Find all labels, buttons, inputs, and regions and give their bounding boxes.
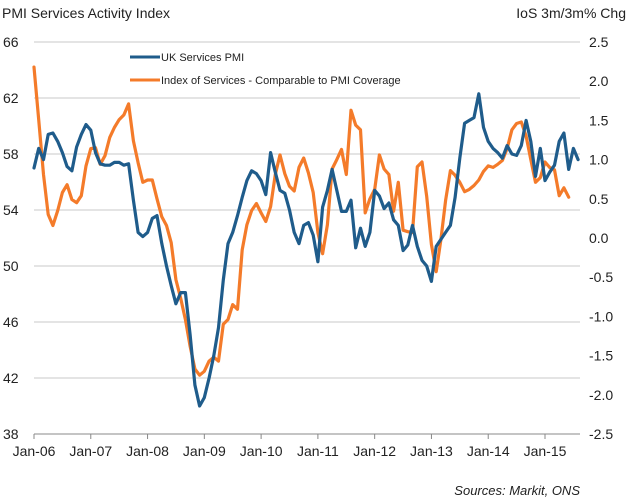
right-tick-label: 1.0 [589,152,609,168]
gridlines [34,41,580,435]
right-tick-label: -0.5 [589,269,613,285]
legend: UK Services PMI Index of Services - Comp… [130,52,401,87]
legend-label-uk-services-pmi: UK Services PMI [161,52,244,64]
left-tick-label: 58 [3,146,19,162]
x-axis: Jan-06 Jan-07 Jan-08 Jan-09 Jan-10 Jan-11 Jan-… [13,434,567,459]
x-tick-label: Jan-13 [410,443,453,459]
legend-label-index-of-services: Index of Services - Comparable to PMI Co… [161,75,401,87]
right-tick-label: -2.0 [589,387,613,403]
right-tick-label: -1.0 [589,308,613,324]
x-tick-label: Jan-09 [183,443,226,459]
x-tick-label: Jan-10 [240,443,283,459]
right-tick-label: 1.5 [589,112,609,128]
x-tick-label: Jan-15 [524,443,567,459]
source-note: Sources: Markit, ONS [454,483,580,498]
left-tick-label: 66 [3,34,19,50]
left-tick-label: 46 [3,314,19,330]
right-y-axis: -2.5 -2.0 -1.5 -1.0 -0.5 0.0 0.5 1.0 1.5 2.0 2.5 [589,34,613,442]
left-tick-label: 50 [3,258,19,274]
right-tick-label: 0.5 [589,191,609,207]
x-tick-label: Jan-07 [69,443,112,459]
x-tick-label: Jan-06 [13,443,56,459]
x-tick-label: Jan-12 [353,443,396,459]
right-tick-label: 2.5 [589,34,609,50]
series-line-uk-services-pmi [32,92,580,408]
x-tick-label: Jan-14 [467,443,510,459]
left-y-axis: 38 42 46 50 54 58 62 66 [3,34,19,442]
left-axis-title: PMI Services Activity Index [2,5,170,21]
left-tick-label: 54 [3,202,19,218]
x-tick-label: Jan-11 [297,443,339,459]
series-line-index-of-services [32,65,571,377]
right-tick-label: 2.0 [589,73,609,89]
series-lines [32,65,580,408]
left-tick-label: 62 [3,90,19,106]
x-tick-label: Jan-08 [126,443,169,459]
right-tick-label: 0.0 [589,230,609,246]
right-tick-label: -1.5 [589,348,613,364]
right-tick-label: -2.5 [589,426,613,442]
left-tick-label: 42 [3,370,19,386]
right-axis-title: IoS 3m/3m% Chg [516,5,626,21]
left-tick-label: 38 [3,426,19,442]
